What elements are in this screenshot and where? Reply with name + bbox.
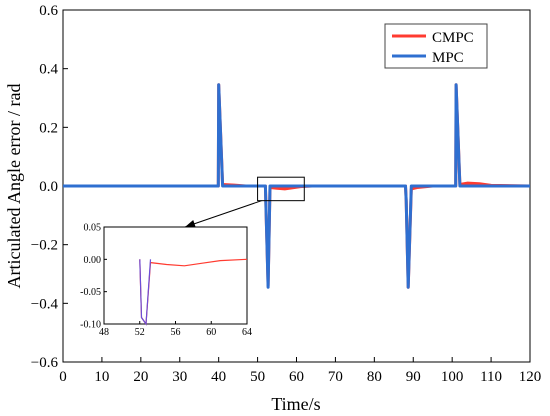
x-tick-label: 80 [367,369,382,385]
y-tick-label: −0.6 [31,355,59,371]
inset-x-tick-label: 52 [135,327,145,338]
main-ticks: 0 10 20 30 40 50 60 70 80 90 100 110 120 −0.6 −0.4 −0.2… [31,3,541,385]
y-tick-label: 0.6 [39,3,58,19]
inset-y-tick-label: 0.05 [84,223,102,234]
y-tick-label: −0.2 [31,238,58,254]
legend: CMPC MPC [384,23,488,69]
inset-x-tick-label: 56 [171,327,181,338]
x-tick-label: 50 [250,369,265,385]
inset-y-tick-label: -0.10 [80,320,101,331]
x-tick-label: 70 [328,369,343,385]
x-tick-label: 90 [406,369,421,385]
inset-series [139,258,248,326]
y-tick-label: −0.4 [31,296,59,312]
legend-label-cmpc: CMPC [432,30,474,46]
x-tick-label: 30 [172,369,187,385]
x-tick-label: 20 [133,369,148,385]
y-tick-label: 0.0 [39,179,58,195]
inset-ticks: 48 52 56 60 64 -0.10 -0.05 0.00 0.05 [80,223,252,339]
x-tick-label: 100 [441,369,464,385]
inset-chart: 48 52 56 60 64 -0.10 -0.05 0.00 0.05 [80,223,252,339]
y-axis-label: Articulated Angle error / rad [4,84,24,289]
y-tick-label: 0.2 [39,120,58,136]
inset-series-line-mpc [139,259,152,326]
x-tick-label: 60 [289,369,304,385]
zoom-arrow [184,200,262,228]
zoom-box [257,176,305,202]
inset-y-tick-label: 0.00 [84,255,102,266]
x-axis-label: Time/s [271,394,320,414]
x-tick-label: 120 [519,369,542,385]
inset-x-tick-label: 64 [242,327,252,338]
legend-box [384,23,488,69]
series-line-mpc [63,83,530,289]
x-tick-label: 10 [94,369,109,385]
inset-x-tick-label: 60 [206,327,216,338]
inset-y-tick-label: -0.05 [80,287,101,298]
zoom-arrowhead [185,220,196,228]
inset-frame [103,226,248,325]
legend-label-mpc: MPC [432,50,464,66]
inset-x-tick-label: 48 [99,327,109,338]
main-series [63,83,531,289]
y-tick-label: 0.4 [39,62,58,78]
x-tick-label: 110 [480,369,502,385]
x-tick-label: 0 [59,369,67,385]
x-tick-label: 40 [211,369,226,385]
